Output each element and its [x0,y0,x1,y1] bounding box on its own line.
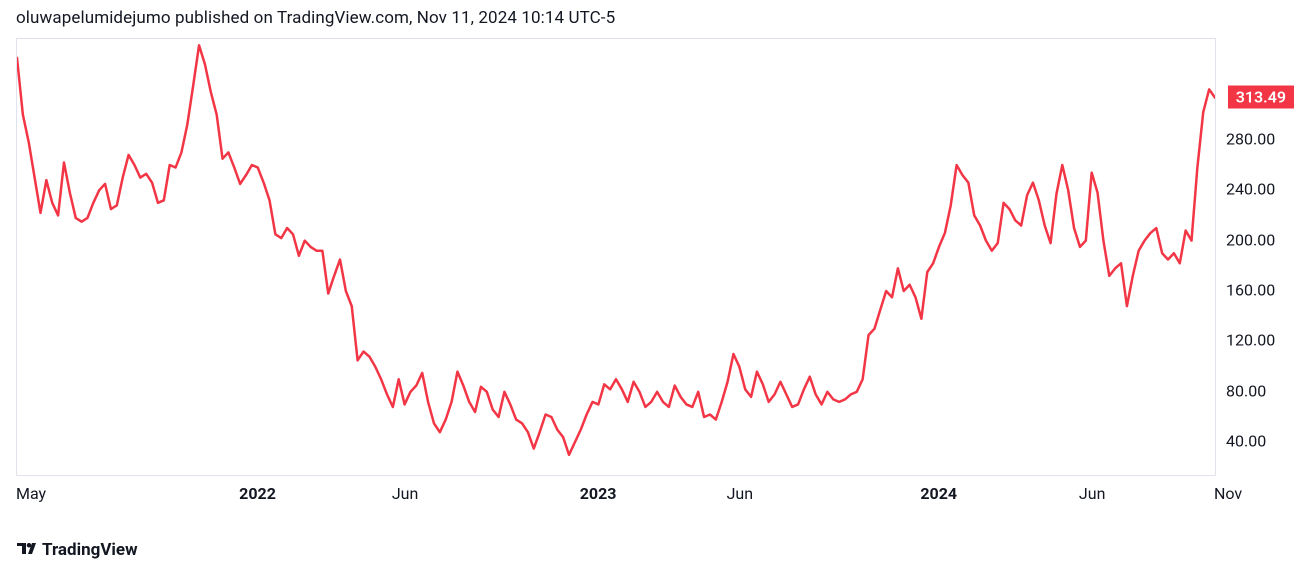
plot-frame[interactable] [16,38,1216,476]
y-tick-label: 120.00 [1226,331,1292,350]
x-tick-label: Jun [727,484,753,503]
y-tick-label: 240.00 [1226,180,1292,199]
branding-text: TradingView [42,540,138,560]
price-line-svg [17,39,1215,475]
x-tick-label: 2023 [580,484,617,503]
y-tick-label: 200.00 [1226,230,1292,249]
x-tick-label: 2024 [920,484,957,503]
attribution-text: oluwapelumidejumo published on TradingVi… [16,8,615,28]
y-tick-label: 80.00 [1226,381,1292,400]
y-tick-label: 280.00 [1226,129,1292,148]
x-tick-label: Nov [1214,484,1242,503]
y-tick-label: 40.00 [1226,432,1292,451]
y-tick-label: 160.00 [1226,281,1292,300]
x-tick-label: 2022 [239,484,276,503]
x-tick-label: May [16,484,46,503]
price-line-path [17,45,1215,455]
chart-area: 40.00 80.00 120.00 160.00 200.00 240.00 280.00… [16,38,1292,518]
last-price-badge: 313.49 [1228,85,1294,108]
x-tick-label: Jun [392,484,418,503]
tradingview-chart-screenshot: oluwapelumidejumo published on TradingVi… [0,0,1308,574]
tradingview-logo-icon [16,543,36,557]
tradingview-branding: TradingView [16,540,138,560]
x-tick-label: Jun [1079,484,1105,503]
